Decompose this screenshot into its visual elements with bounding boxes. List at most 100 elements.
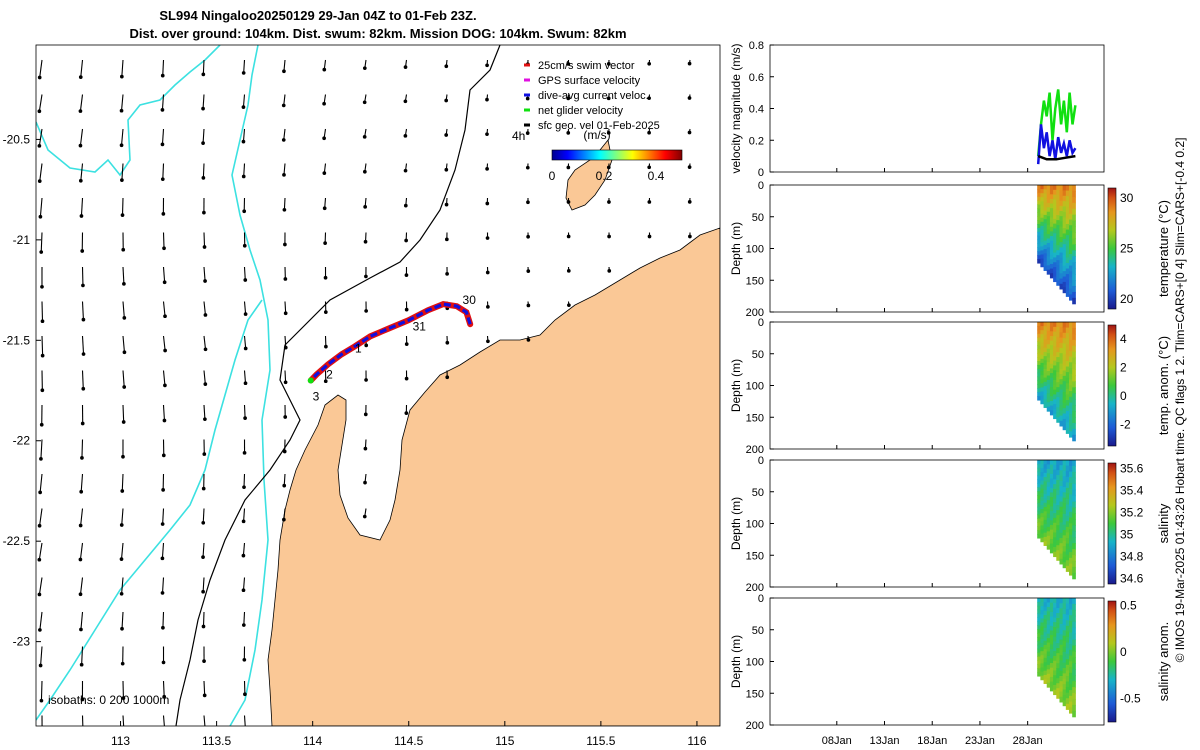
profile-cell [1065, 526, 1070, 533]
profile-cell [1043, 189, 1048, 195]
velocity-arrow [284, 335, 287, 348]
time-tick-label: 13Jan [870, 735, 900, 747]
profile-cell [1053, 474, 1057, 480]
velocity-arrow-head [38, 214, 43, 219]
velocity-arrow-head [78, 178, 83, 183]
profile-cell [1056, 668, 1060, 674]
profile-cell [1037, 640, 1041, 646]
velocity-arrow-head [39, 422, 44, 427]
profile-cell [1037, 625, 1041, 630]
profile-cell [1072, 405, 1076, 412]
profile-cell [1053, 355, 1057, 362]
profile-cell [1072, 663, 1076, 670]
profile-cell [1062, 684, 1067, 691]
profile-cell [1037, 333, 1041, 339]
profile-cell [1059, 373, 1064, 380]
profile-cell [1049, 326, 1054, 332]
profile-cell [1046, 362, 1051, 368]
profile-cell [1062, 492, 1067, 499]
profile-cell [1049, 400, 1054, 407]
profile-cell [1059, 195, 1064, 202]
profile-cell [1037, 243, 1041, 248]
profile-cell [1049, 354, 1054, 360]
velocity-arrow [243, 163, 246, 177]
velocity-arrow-head [281, 138, 286, 142]
profile-cell [1056, 535, 1060, 541]
profile-cell [1037, 247, 1041, 252]
profile-cell [1046, 335, 1051, 341]
profile-cell [1059, 629, 1064, 635]
profile-cell [1037, 204, 1041, 209]
profile-cell [1053, 185, 1057, 191]
panel-colorbar [1107, 187, 1117, 310]
velocity-arrow-head [79, 489, 84, 494]
profile-cell [1037, 255, 1041, 260]
velocity-arrow [283, 473, 286, 486]
profile-cell [1062, 418, 1067, 425]
profile-cell [1049, 625, 1054, 632]
profile-cell [1065, 279, 1070, 286]
profile-cell [1053, 684, 1057, 691]
velocity-arrow-head [243, 346, 248, 351]
profile-cell [1069, 431, 1073, 438]
profile-cell [1065, 201, 1070, 208]
profile-cell [1043, 464, 1048, 470]
legend-label: net glider velocity [538, 105, 623, 117]
panel-colorbar [1107, 462, 1117, 585]
profile-cell [1040, 610, 1045, 615]
velocity-arrow-head [362, 169, 367, 174]
profile-cell [1049, 194, 1054, 200]
profile-cell [1037, 598, 1041, 603]
profile-cell [1037, 617, 1041, 622]
profile-cell [1062, 249, 1067, 256]
profile-cell [1069, 242, 1073, 249]
velocity-arrow-head [201, 520, 206, 525]
profile-cell [1049, 331, 1054, 337]
profile-cell [1053, 389, 1057, 395]
profile-cell [1062, 408, 1067, 415]
velocity-arrow-head [37, 143, 42, 148]
profile-cell [1040, 379, 1045, 384]
profile-cell [1072, 285, 1076, 293]
profile-cell [1065, 659, 1070, 666]
profile-cell [1049, 396, 1054, 402]
time-tick-label: 28Jan [1013, 735, 1043, 747]
profile-cell [1049, 208, 1054, 214]
profile-cell [1037, 506, 1041, 512]
map-ytick-label: -22.5 [3, 534, 31, 548]
velocity-arrow [161, 128, 165, 145]
velocity-arrow-head [37, 523, 42, 528]
profile-cell [1043, 636, 1048, 642]
profile-cell [1043, 645, 1048, 650]
panel-colorbar-tick: 30 [1120, 191, 1134, 205]
profile-cell [1056, 545, 1060, 551]
profile-cell [1062, 238, 1067, 245]
profile-cell [1062, 190, 1067, 197]
velocity-arrow-head [647, 61, 652, 66]
profile-cell [1043, 610, 1048, 616]
profile-cell [1056, 357, 1060, 363]
profile-cell [1046, 615, 1051, 621]
profile-cell [1056, 510, 1060, 516]
panel-colorbar-label: salinity [1156, 503, 1171, 543]
velocity-arrow-head [78, 592, 83, 597]
profile-cell [1056, 342, 1060, 348]
profile-cell [1037, 239, 1041, 245]
profile-cell [1072, 434, 1076, 442]
profile-cell [1040, 350, 1045, 356]
velocity-arrow-head [526, 269, 531, 273]
profile-cell [1062, 546, 1067, 553]
map-xtick-label: 115.5 [586, 734, 615, 748]
profile-cell [1037, 345, 1041, 350]
profile-cell [1069, 254, 1073, 261]
velocity-arrow-head [201, 624, 206, 629]
profile-cell [1046, 330, 1051, 336]
profile-cell [1062, 508, 1067, 515]
profile-cell [1049, 340, 1054, 346]
profile-cell [1059, 639, 1064, 646]
profile-cell [1046, 526, 1051, 532]
profile-cell [1040, 322, 1045, 327]
velocity-arrow-head [283, 380, 288, 385]
profile-cell [1046, 202, 1051, 208]
profile-cell [1072, 621, 1076, 629]
